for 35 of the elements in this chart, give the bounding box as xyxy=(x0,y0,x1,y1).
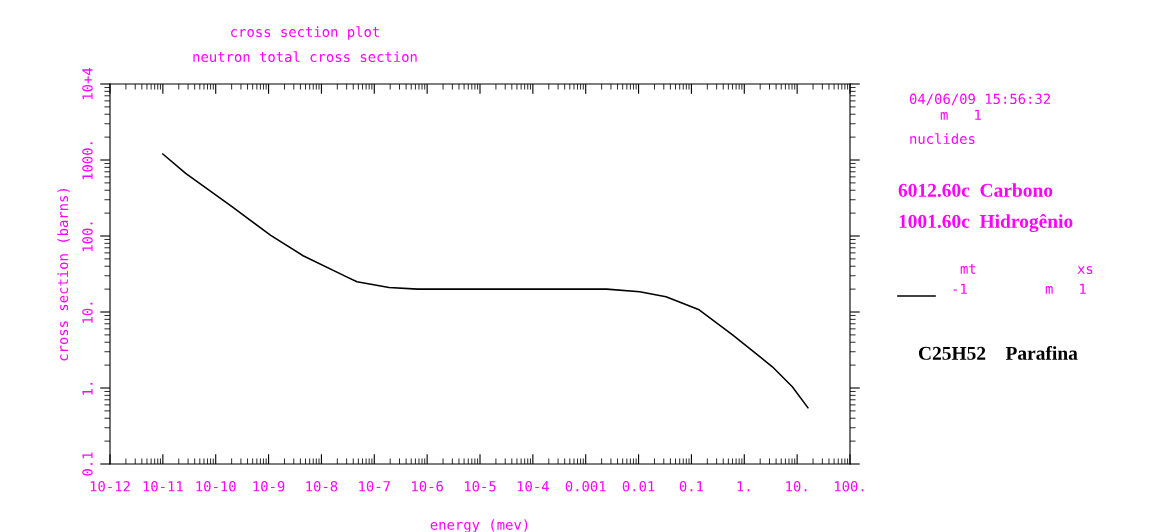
chart-title: cross section plot xyxy=(231,26,379,40)
x-tick-label: 10-12 xyxy=(90,480,130,492)
text: C25H52 Parafina xyxy=(918,345,1078,360)
y-tick-label: 1. xyxy=(82,382,93,395)
text: mt xyxy=(960,264,976,274)
y-tick-label: 10+4 xyxy=(82,67,93,100)
x-tick-label: 10-5 xyxy=(464,480,496,492)
x-tick-label: 10-8 xyxy=(306,480,338,492)
x-tick-label: 0.01 xyxy=(622,480,655,492)
x-tick-label: 10-11 xyxy=(143,480,183,492)
chart-subtitle: neutron total cross section xyxy=(193,51,417,63)
x-tick-label: 10-6 xyxy=(412,480,443,492)
x-tick-label: 10-9 xyxy=(253,480,285,492)
x-tick-label: 10-4 xyxy=(517,480,549,492)
y-axis-title: cross section (barns) xyxy=(57,189,70,361)
y-tick-label: 10. xyxy=(82,302,93,323)
text: m 1 xyxy=(940,109,981,120)
y-tick-label: 0.1 xyxy=(82,452,93,476)
x-tick-label: 1. xyxy=(737,481,750,492)
x-tick-label: 0.001 xyxy=(565,480,606,492)
x-tick-label: 10-7 xyxy=(359,480,390,492)
x-tick-label: 0.1 xyxy=(679,480,704,492)
text: 6012.60c Carbono xyxy=(898,183,1053,197)
y-tick-label: 1000. xyxy=(82,142,93,180)
text: nuclides xyxy=(910,133,975,145)
x-axis-title: energy (mev) xyxy=(430,519,528,532)
x-tick-label: 10. xyxy=(786,480,807,492)
x-tick-label: 10-10 xyxy=(196,480,236,492)
text: 1001.60c Hidrogênio xyxy=(899,214,1073,232)
y-tick-label: 100. xyxy=(82,222,93,252)
text: -1 xyxy=(953,283,967,294)
x-tick-label: 100. xyxy=(834,480,864,492)
text: 04/06/09 15:56:32 xyxy=(909,93,1050,106)
text: xs xyxy=(1077,266,1093,275)
text: m 1 xyxy=(1045,283,1086,294)
